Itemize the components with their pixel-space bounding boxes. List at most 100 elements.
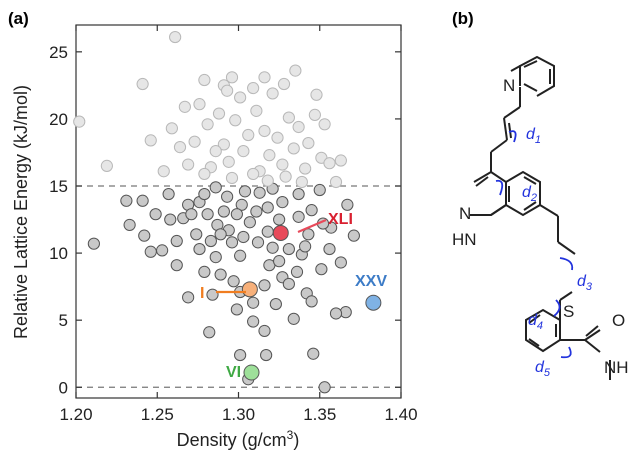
y-tick-label: 25 (49, 43, 68, 62)
data-point (170, 234, 183, 248)
x-tick-label: 1.35 (303, 405, 336, 424)
data-point (258, 124, 271, 138)
data-point (230, 303, 243, 316)
data-point (253, 186, 266, 199)
xxv-label: XXV (355, 273, 387, 290)
i-label: I (200, 285, 204, 302)
data-point (247, 81, 260, 95)
torsion-d4-label: d4 (528, 312, 543, 332)
data-point (261, 225, 274, 238)
data-point (271, 131, 284, 144)
data-point (251, 236, 265, 249)
data-point (234, 91, 247, 104)
data-point (193, 98, 206, 111)
data-point (214, 228, 227, 241)
torsion-d1-label: d1 (526, 126, 541, 146)
data-point (209, 145, 222, 158)
data-point (323, 242, 336, 256)
data-point (243, 216, 256, 229)
data-point (165, 122, 178, 135)
data-point (221, 190, 234, 203)
data-point (209, 181, 222, 194)
data-point (185, 208, 198, 221)
pyridine-ring (510, 55, 555, 97)
data-point (323, 157, 336, 170)
highlighted-point-vi (243, 364, 260, 381)
data-point (269, 297, 282, 311)
x-tick-label: 1.25 (141, 405, 174, 424)
data-point (164, 213, 177, 226)
data-point (308, 108, 321, 121)
data-point (169, 30, 182, 44)
data-point (188, 135, 201, 148)
data-point (313, 183, 326, 197)
x-axis-label: Density (g/cm3) (177, 428, 300, 450)
data-points (73, 30, 360, 394)
data-point (230, 208, 243, 221)
torsion-d3-label: d3 (577, 273, 593, 293)
data-point (217, 205, 230, 218)
data-point (292, 120, 305, 134)
data-point (347, 229, 360, 242)
data-point (144, 134, 157, 147)
data-point (299, 162, 312, 175)
data-point (201, 118, 214, 131)
data-point (198, 167, 211, 181)
data-point (273, 213, 286, 226)
data-point (247, 296, 260, 309)
data-point (334, 154, 347, 167)
xli-leader-line (297, 218, 327, 234)
data-point (305, 295, 318, 308)
data-point (178, 100, 191, 113)
data-point (329, 175, 343, 189)
x-tick-label: 1.20 (59, 405, 92, 424)
data-point (235, 198, 248, 211)
panel-label-b: (b) (452, 9, 474, 28)
data-point (258, 324, 271, 338)
annotation-i: I (200, 285, 246, 302)
highlighted-points (241, 224, 382, 381)
data-point (229, 114, 242, 127)
data-point (318, 118, 331, 131)
data-point (287, 142, 300, 155)
data-point (282, 242, 295, 256)
data-point (250, 104, 263, 117)
data-point (212, 107, 226, 120)
data-point (247, 167, 260, 181)
y-tick-label: 0 (59, 378, 68, 397)
data-point (247, 315, 260, 328)
data-point (329, 307, 343, 320)
data-point (157, 165, 170, 178)
x-tick-label: 1.30 (222, 405, 255, 424)
data-point (204, 234, 217, 248)
data-point (260, 348, 273, 362)
y-tick-label: 10 (49, 244, 68, 263)
data-point (193, 242, 206, 256)
data-point (170, 259, 183, 272)
data-point (266, 87, 279, 100)
data-point (225, 236, 239, 249)
molecule-structure (470, 55, 611, 380)
torsion-d2-label: d2 (522, 184, 537, 204)
highlighted-point-xli (272, 224, 289, 241)
vinyl-linker (490, 87, 521, 172)
benzamide-ring (525, 291, 611, 380)
pyridine-n-atom: N (503, 76, 515, 95)
data-point (250, 205, 263, 218)
data-point (234, 249, 247, 262)
data-point (307, 347, 320, 360)
data-point (282, 111, 295, 124)
sulfur-atom: S (563, 302, 574, 321)
vi-label: VI (226, 364, 241, 381)
axis-ticks: 1.20 1.25 1.30 1.35 1.40 0 5 10 15 20 25 (49, 25, 418, 424)
pyrazole-n-atom: N (459, 204, 471, 223)
data-point (136, 77, 149, 91)
data-point (138, 229, 151, 242)
data-point (237, 145, 250, 158)
highlighted-point-xxv (365, 294, 382, 311)
data-point (276, 196, 289, 209)
data-point (225, 171, 239, 185)
data-point (341, 198, 354, 211)
data-point (305, 204, 318, 217)
data-point (234, 348, 247, 362)
